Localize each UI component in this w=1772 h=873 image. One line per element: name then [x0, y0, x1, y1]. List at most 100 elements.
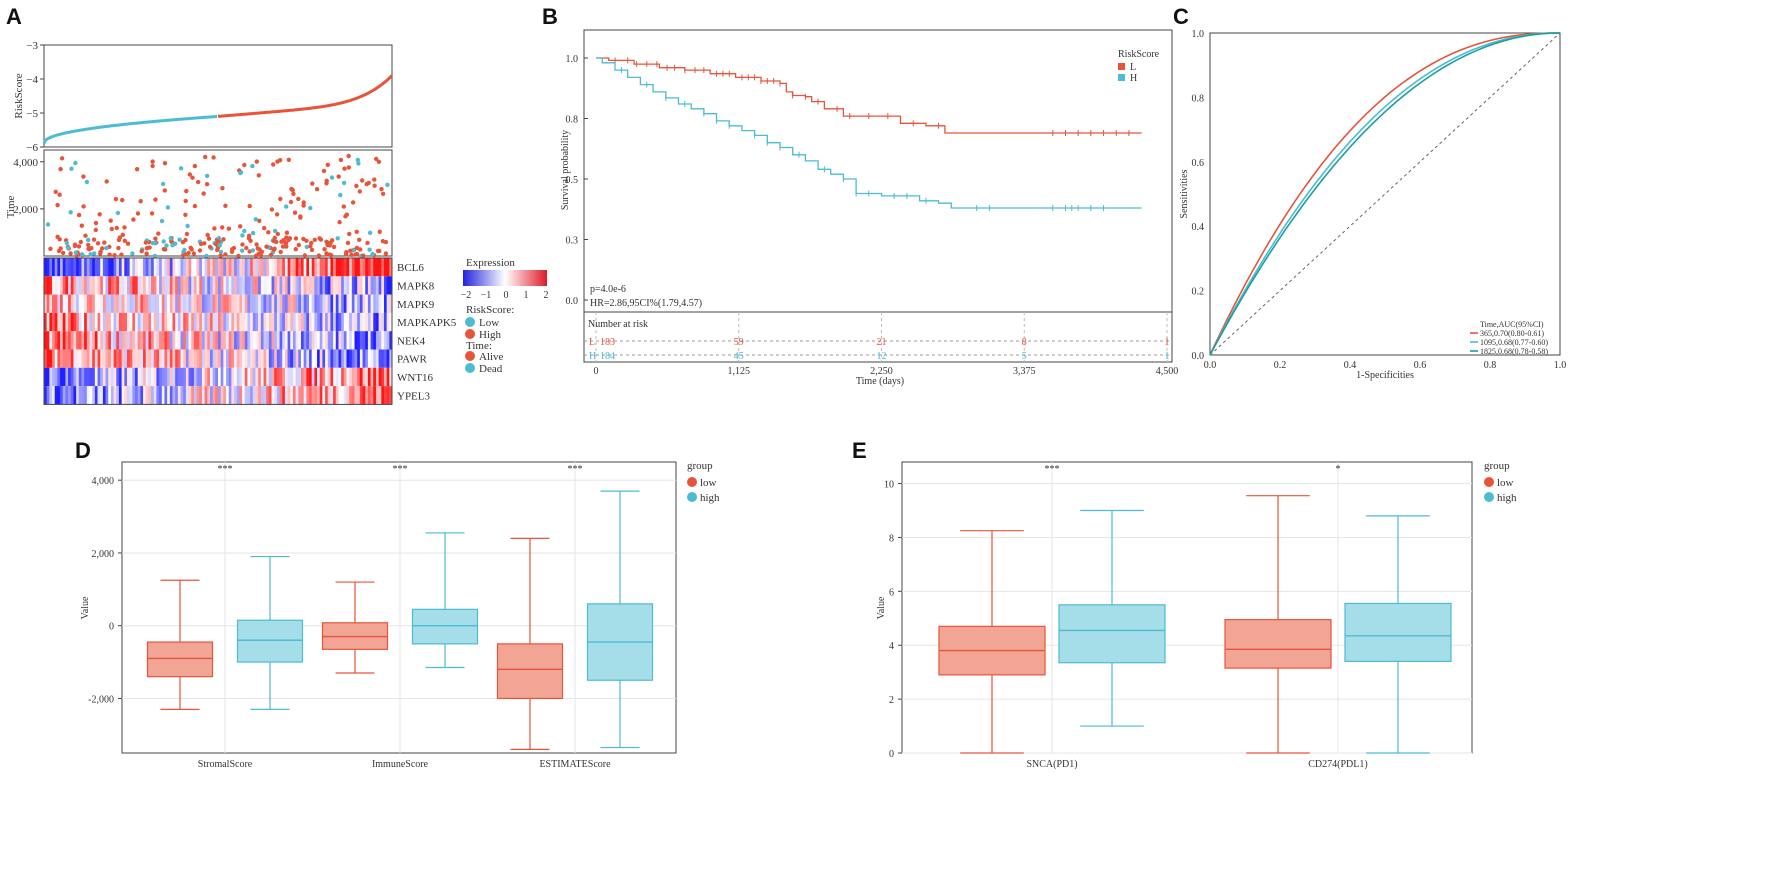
- heatmap-cell: [132, 331, 136, 350]
- time-point: [325, 162, 330, 167]
- heatmap-cell: [60, 276, 64, 295]
- time-point: [310, 181, 315, 186]
- time-point: [59, 156, 65, 161]
- heatmap-cell: [97, 349, 101, 368]
- time-point: [204, 182, 210, 187]
- heatmap-cell: [284, 331, 288, 350]
- heatmap-cell: [132, 276, 136, 295]
- heatmap-cell: [188, 367, 192, 387]
- heatmap-cell: [121, 294, 125, 313]
- heatmap-cell: [207, 331, 211, 350]
- heatmap-cell: [137, 386, 141, 405]
- heatmap-cell: [140, 312, 144, 332]
- heatmap-cell: [180, 386, 184, 405]
- heatmap-cell: [306, 276, 310, 295]
- boxplot-e: 10 8 6 4 2 0 SNCA(PD1) *** CD274(PDL1) *: [884, 462, 1472, 770]
- heatmap-cell: [314, 276, 318, 295]
- heatmap-cell: [204, 331, 208, 350]
- heatmap-cell: [236, 258, 240, 277]
- heatmap-cell: [306, 258, 310, 277]
- heatmap-cell: [333, 294, 337, 313]
- heatmap-cell: [258, 258, 262, 277]
- heatmap-cell: [212, 367, 216, 387]
- heatmap-cell: [81, 294, 85, 313]
- time-point: [385, 182, 390, 187]
- heatmap-cell: [110, 312, 114, 332]
- heatmap-cell: [373, 258, 377, 277]
- heatmap-cell: [306, 294, 310, 313]
- expression-tick: 2: [544, 290, 549, 301]
- heatmap-cell: [389, 312, 393, 332]
- heatmap-cell: [151, 276, 155, 295]
- heatmap-cell: [279, 386, 283, 405]
- heatmap-cell: [367, 294, 371, 313]
- heatmap-cell: [62, 276, 66, 295]
- km-y-tick-label: 0.0: [566, 296, 579, 307]
- heatmap-cell: [145, 349, 149, 368]
- time-point: [365, 240, 370, 246]
- heatmap-cell: [381, 367, 385, 387]
- time-point: [79, 252, 85, 257]
- heatmap-cell: [234, 349, 238, 368]
- heatmap-cell: [362, 312, 366, 332]
- heatmap-cell: [250, 276, 254, 295]
- heatmap-cell: [177, 349, 181, 368]
- heatmap-cell: [110, 386, 114, 405]
- heatmap-cell: [303, 349, 307, 368]
- heatmap-cell: [153, 331, 157, 350]
- heatmap-cell: [62, 367, 66, 387]
- heatmap-cell: [201, 276, 206, 295]
- time-point: [367, 247, 372, 252]
- time-point: [284, 230, 290, 235]
- heatmap-cell: [201, 331, 206, 350]
- heatmap-cell: [317, 312, 321, 332]
- heatmap-cell: [226, 386, 230, 405]
- heatmap-cell: [381, 331, 385, 350]
- heatmap-cell: [156, 367, 160, 387]
- heatmap-cell: [118, 294, 123, 313]
- heatmap-cell: [199, 349, 203, 368]
- heatmap-cell: [252, 312, 256, 332]
- heatmap-cell: [354, 386, 358, 405]
- heatmap-cell: [161, 386, 165, 405]
- heatmap-cell: [175, 258, 179, 277]
- time-point: [361, 253, 366, 258]
- heatmap-cell: [94, 294, 98, 313]
- heatmap-gene-label: WNT16: [397, 372, 434, 384]
- heatmap-cell: [258, 386, 262, 405]
- heatmap-cell: [287, 367, 291, 387]
- time-point: [240, 242, 245, 247]
- heatmap-cell: [335, 294, 339, 313]
- heatmap-cell: [378, 367, 382, 387]
- heatmap-cell: [145, 312, 149, 332]
- expression-color-bar: [463, 270, 547, 286]
- time-point: [288, 199, 294, 205]
- heatmap-cell: [276, 294, 280, 313]
- heatmap-cell: [255, 312, 259, 332]
- heatmap-cell: [290, 386, 294, 405]
- expression-tick: 0: [504, 290, 509, 301]
- heatmap-cell: [57, 367, 61, 387]
- heatmap-cell: [306, 367, 310, 387]
- heatmap-cell: [365, 349, 369, 368]
- heatmap-cell: [143, 349, 147, 368]
- heatmap-cell: [201, 258, 206, 277]
- heatmap-cell: [381, 386, 385, 405]
- heatmap-cell: [167, 294, 171, 313]
- heatmap-cell: [191, 294, 195, 313]
- heatmap-cell: [105, 276, 109, 295]
- roc-legend: 365,0.70(0.80-0.61)1095,0.68(0.77-0.60)1…: [1470, 329, 1548, 356]
- heatmap-cell: [183, 367, 187, 387]
- heatmap-cell: [351, 312, 355, 332]
- heatmap-cell: [209, 349, 214, 368]
- heatmap-cell: [370, 258, 374, 277]
- heatmap-cell: [175, 386, 179, 405]
- heatmap-cell: [159, 386, 163, 405]
- heatmap-cell: [161, 349, 165, 368]
- heatmap-cell: [373, 386, 377, 405]
- riskscore-low-curve: [42, 115, 217, 145]
- boxplot-d-legend-high: high: [700, 492, 720, 504]
- time-point: [84, 179, 90, 185]
- heatmap-cell: [327, 276, 331, 295]
- heatmap-cell: [282, 367, 286, 387]
